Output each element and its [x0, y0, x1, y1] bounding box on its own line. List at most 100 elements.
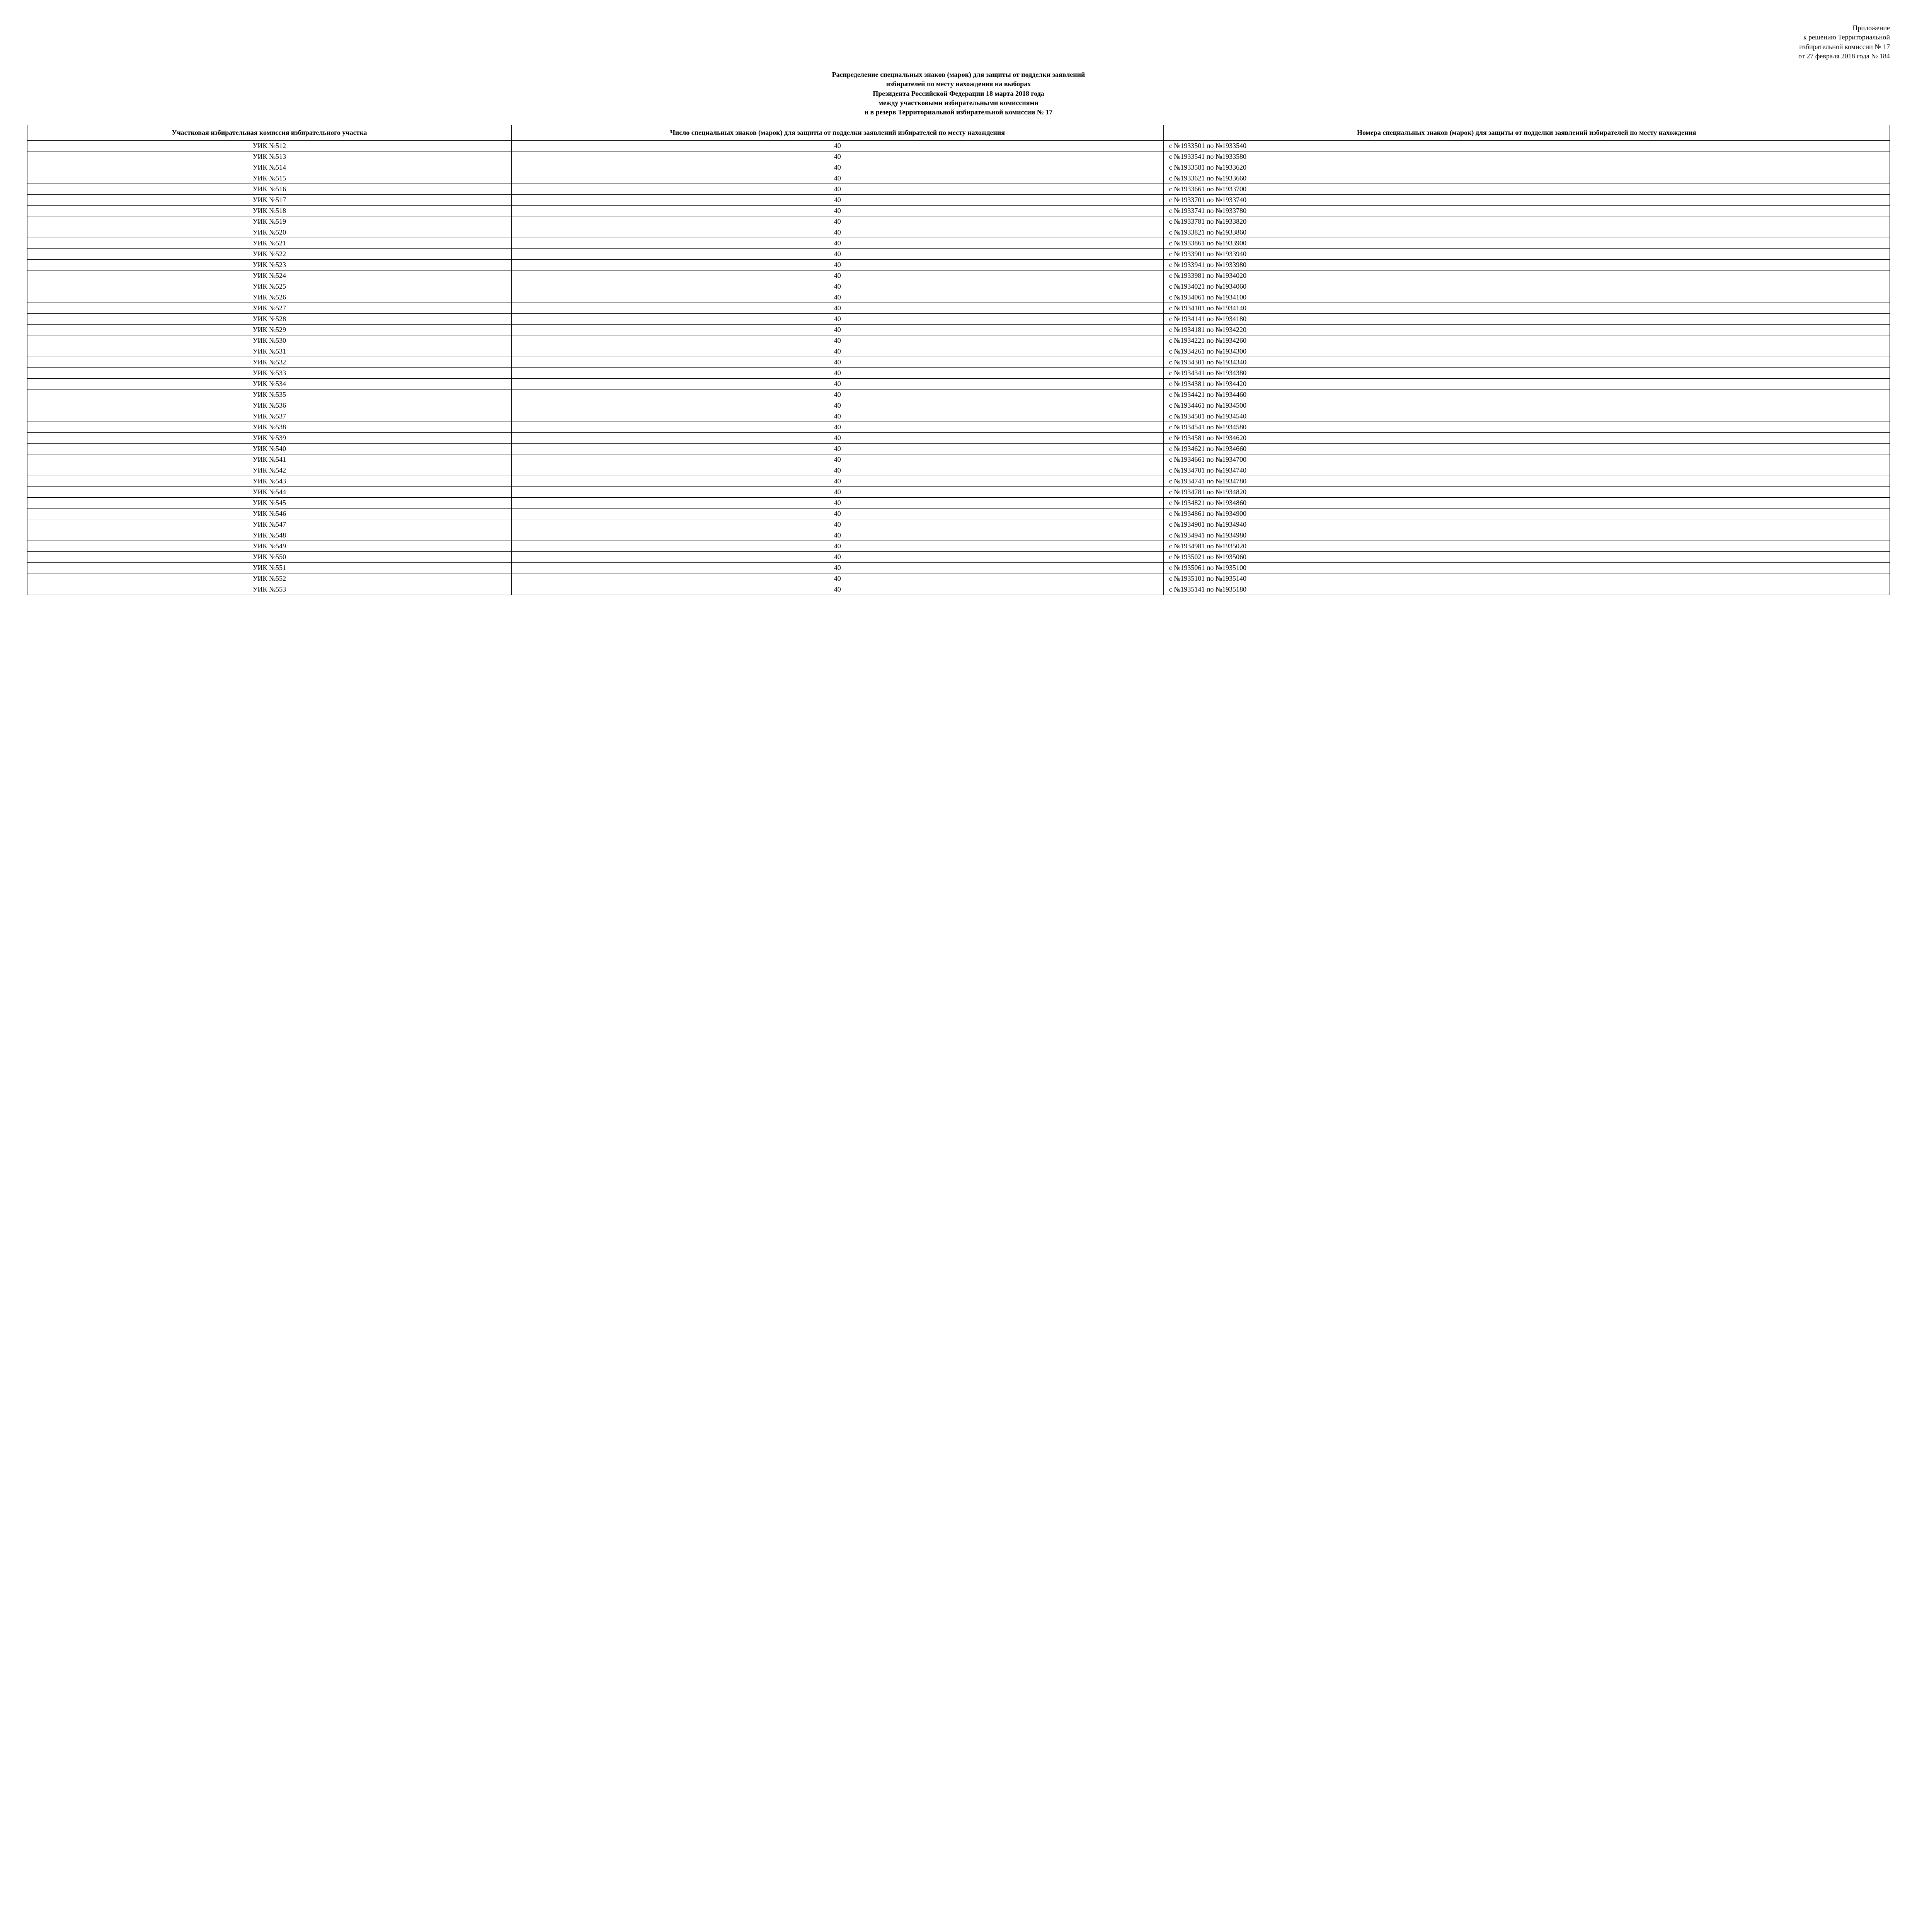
table-row: УИК №51340с №1933541 по №1933580 — [27, 151, 1890, 162]
cell-range: с №1934421 по №1934460 — [1163, 389, 1890, 400]
title-line: и в резерв Территориальной избирательной… — [27, 107, 1890, 117]
cell-range: с №1935101 по №1935140 — [1163, 573, 1890, 584]
table-row: УИК №54540с №1934821 по №1934860 — [27, 498, 1890, 509]
cell-range: с №1933941 по №1933980 — [1163, 260, 1890, 270]
cell-count: 40 — [511, 162, 1163, 173]
cell-range: с №1934901 по №1934940 — [1163, 519, 1890, 530]
cell-range: с №1933781 по №1933820 — [1163, 216, 1890, 227]
cell-range: с №1934101 по №1934140 — [1163, 303, 1890, 314]
cell-uik: УИК №551 — [27, 563, 512, 573]
cell-count: 40 — [511, 498, 1163, 509]
column-header-count: Число специальных знаков (марок) для защ… — [511, 125, 1163, 140]
table-row: УИК №52240с №1933901 по №1933940 — [27, 249, 1890, 260]
table-header-row: Участковая избирательная комиссия избира… — [27, 125, 1890, 140]
cell-uik: УИК №517 — [27, 195, 512, 206]
cell-range: с №1934301 по №1934340 — [1163, 357, 1890, 368]
cell-count: 40 — [511, 563, 1163, 573]
cell-count: 40 — [511, 216, 1163, 227]
column-header-range: Номера специальных знаков (марок) для за… — [1163, 125, 1890, 140]
title-line: Президента Российской Федерации 18 марта… — [27, 89, 1890, 98]
cell-uik: УИК №530 — [27, 335, 512, 346]
cell-range: с №1934541 по №1934580 — [1163, 422, 1890, 433]
cell-range: с №1934581 по №1934620 — [1163, 433, 1890, 444]
table-row: УИК №54740с №1934901 по №1934940 — [27, 519, 1890, 530]
table-row: УИК №54240с №1934701 по №1934740 — [27, 465, 1890, 476]
cell-count: 40 — [511, 303, 1163, 314]
cell-uik: УИК №536 — [27, 400, 512, 411]
title-line: избирателей по месту нахождения на выбор… — [27, 79, 1890, 88]
table-row: УИК №54940с №1934981 по №1935020 — [27, 541, 1890, 552]
cell-uik: УИК №544 — [27, 487, 512, 498]
cell-count: 40 — [511, 249, 1163, 260]
table-row: УИК №53040с №1934221 по №1934260 — [27, 335, 1890, 346]
table-row: УИК №52340с №1933941 по №1933980 — [27, 260, 1890, 270]
title-line: Распределение специальных знаков (марок)… — [27, 70, 1890, 79]
table-row: УИК №51940с №1933781 по №1933820 — [27, 216, 1890, 227]
cell-uik: УИК №545 — [27, 498, 512, 509]
table-row: УИК №53340с №1934341 по №1934380 — [27, 368, 1890, 379]
header-line: от 27 февраля 2018 года № 184 — [27, 51, 1890, 61]
table-row: УИК №54040с №1934621 по №1934660 — [27, 444, 1890, 454]
cell-uik: УИК №516 — [27, 184, 512, 195]
cell-count: 40 — [511, 509, 1163, 519]
cell-count: 40 — [511, 584, 1163, 595]
cell-range: с №1934221 по №1934260 — [1163, 335, 1890, 346]
table-row: УИК №54440с №1934781 по №1934820 — [27, 487, 1890, 498]
cell-count: 40 — [511, 173, 1163, 184]
cell-count: 40 — [511, 346, 1163, 357]
cell-uik: УИК №514 — [27, 162, 512, 173]
table-row: УИК №53640с №1934461 по №1934500 — [27, 400, 1890, 411]
cell-uik: УИК №524 — [27, 270, 512, 281]
cell-range: с №1934141 по №1934180 — [1163, 314, 1890, 325]
cell-range: с №1934261 по №1934300 — [1163, 346, 1890, 357]
table-row: УИК №54340с №1934741 по №1934780 — [27, 476, 1890, 487]
column-header-uik: Участковая избирательная комиссия избира… — [27, 125, 512, 140]
cell-range: с №1933661 по №1933700 — [1163, 184, 1890, 195]
cell-uik: УИК №537 — [27, 411, 512, 422]
cell-count: 40 — [511, 411, 1163, 422]
cell-count: 40 — [511, 454, 1163, 465]
cell-count: 40 — [511, 141, 1163, 151]
cell-count: 40 — [511, 465, 1163, 476]
cell-count: 40 — [511, 292, 1163, 303]
table-row: УИК №55040с №1935021 по №1935060 — [27, 552, 1890, 563]
table-row: УИК №54140с №1934661 по №1934700 — [27, 454, 1890, 465]
cell-count: 40 — [511, 389, 1163, 400]
cell-uik: УИК №542 — [27, 465, 512, 476]
cell-count: 40 — [511, 206, 1163, 216]
cell-count: 40 — [511, 335, 1163, 346]
table-row: УИК №55340с №1935141 по №1935180 — [27, 584, 1890, 595]
cell-count: 40 — [511, 379, 1163, 389]
cell-range: с №1934021 по №1934060 — [1163, 281, 1890, 292]
cell-uik: УИК №515 — [27, 173, 512, 184]
cell-count: 40 — [511, 151, 1163, 162]
cell-range: с №1933621 по №1933660 — [1163, 173, 1890, 184]
table-row: УИК №52540с №1934021 по №1934060 — [27, 281, 1890, 292]
cell-count: 40 — [511, 433, 1163, 444]
cell-uik: УИК №522 — [27, 249, 512, 260]
cell-count: 40 — [511, 184, 1163, 195]
cell-range: с №1934461 по №1934500 — [1163, 400, 1890, 411]
cell-range: с №1934861 по №1934900 — [1163, 509, 1890, 519]
table-row: УИК №54840с №1934941 по №1934980 — [27, 530, 1890, 541]
cell-uik: УИК №520 — [27, 227, 512, 238]
cell-count: 40 — [511, 552, 1163, 563]
cell-uik: УИК №546 — [27, 509, 512, 519]
cell-range: с №1934341 по №1934380 — [1163, 368, 1890, 379]
cell-range: с №1933581 по №1933620 — [1163, 162, 1890, 173]
cell-count: 40 — [511, 519, 1163, 530]
table-body: УИК №51240с №1933501 по №1933540УИК №513… — [27, 141, 1890, 595]
cell-range: с №1934621 по №1934660 — [1163, 444, 1890, 454]
table-row: УИК №53240с №1934301 по №1934340 — [27, 357, 1890, 368]
table-row: УИК №51840с №1933741 по №1933780 — [27, 206, 1890, 216]
table-row: УИК №53740с №1934501 по №1934540 — [27, 411, 1890, 422]
cell-range: с №1933861 по №1933900 — [1163, 238, 1890, 249]
cell-range: с №1935141 по №1935180 — [1163, 584, 1890, 595]
table-row: УИК №53940с №1934581 по №1934620 — [27, 433, 1890, 444]
table-row: УИК №53440с №1934381 по №1934420 — [27, 379, 1890, 389]
cell-count: 40 — [511, 400, 1163, 411]
cell-uik: УИК №526 — [27, 292, 512, 303]
table-row: УИК №51440с №1933581 по №1933620 — [27, 162, 1890, 173]
cell-uik: УИК №539 — [27, 433, 512, 444]
cell-count: 40 — [511, 368, 1163, 379]
